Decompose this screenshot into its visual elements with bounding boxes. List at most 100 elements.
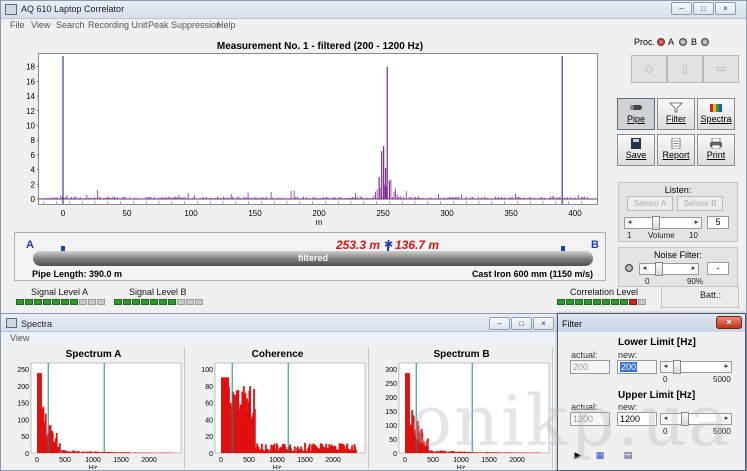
menu-bar: File View Search Recording Unit Peak Sup… [1, 19, 746, 33]
report-button-label: Report [662, 150, 690, 160]
spectrum-b-panel: Spectrum B 0 50 100 150 200 250 300 0 500 1000 150… [371, 347, 553, 469]
spectrum-bar [325, 443, 328, 453]
sensor-a-button[interactable]: Sensor A [627, 196, 673, 211]
volume-label: Volume [648, 231, 675, 240]
upper-right-arrow-icon[interactable]: ▸ [722, 414, 731, 424]
spectrum-bar [249, 386, 252, 453]
floppy-icon [631, 138, 641, 149]
menu-help[interactable]: Help [217, 20, 236, 30]
spectrum-bar [312, 443, 315, 453]
spectrum-bar [452, 451, 455, 453]
spectrum-bar [503, 452, 506, 453]
spectrum-bar [78, 451, 81, 453]
filter-table-icon[interactable]: ▤ [623, 450, 633, 460]
spectrum-bar [412, 416, 415, 453]
spectrum-bar [419, 433, 421, 453]
spectrum-bar [268, 451, 270, 453]
sensor-b-button[interactable]: Sensor B [677, 196, 723, 211]
noise-filter-slider[interactable]: ◂ ▸ [639, 262, 699, 276]
spectrum-x-unit: Hz [457, 465, 466, 469]
spectra-minimize-icon[interactable]: – [489, 317, 510, 330]
spectrum-bar [463, 451, 466, 453]
upper-slider-thumb[interactable] [681, 412, 690, 426]
save-button[interactable]: Save [617, 134, 655, 166]
report-button[interactable]: Report [657, 134, 695, 166]
spectrum-x-tick: 2000 [509, 457, 525, 464]
noise-left-arrow-icon[interactable]: ◂ [640, 264, 649, 274]
stop-button[interactable]: ▭ [703, 55, 739, 83]
correlogram-plot[interactable] [38, 53, 598, 205]
filter-close-icon[interactable]: × [716, 316, 742, 329]
volume-slider[interactable]: ◂ ▸ [624, 216, 702, 230]
level-segment [557, 299, 565, 305]
pipe-button[interactable]: Pipe [617, 98, 655, 130]
spectrum-bar [495, 452, 497, 453]
filter-button[interactable]: Filter [657, 98, 695, 130]
spectrum-x-tick: 500 [243, 457, 255, 464]
spectra-menu-view[interactable]: View [10, 333, 30, 343]
volume-value[interactable]: 5 [707, 216, 729, 229]
volume-slider-thumb[interactable] [651, 216, 660, 230]
spectrum-bar [334, 446, 337, 453]
spectrum-bar [294, 451, 297, 453]
pipe-bar[interactable]: filtered [33, 251, 593, 266]
spectra-close-icon[interactable]: × [533, 317, 554, 330]
lower-left-arrow-icon[interactable]: ◂ [661, 362, 670, 372]
menu-recording-unit[interactable]: Recording Unit [88, 20, 148, 30]
spectrum-bar [73, 450, 76, 453]
menu-peak-suppression[interactable]: Peak Suppression [148, 20, 222, 30]
noise-slider-thumb[interactable] [654, 262, 663, 276]
menu-file[interactable]: File [10, 20, 25, 30]
spectrum-x-tick: 500 [427, 457, 439, 464]
correlogram-x-tick: 0 [61, 209, 66, 218]
noise-filter-min: 0 [645, 277, 650, 286]
filter-spectrum-icon[interactable]: ▦ [595, 450, 605, 460]
pause-button[interactable]: ▯ [667, 55, 703, 83]
lower-limit-slider[interactable]: ◂ ▸ [660, 360, 732, 374]
correlogram-y-tick: 14 [26, 92, 35, 101]
spectrum-bar [408, 373, 410, 453]
correlogram-y-tick: 6 [31, 151, 36, 160]
spectrum-bar [453, 452, 456, 453]
noise-right-arrow-icon[interactable]: ▸ [689, 264, 698, 274]
maximize-icon[interactable]: □ [693, 2, 714, 15]
spectrum-y-tick: 100 [17, 417, 29, 424]
coherence-title: Coherence [251, 349, 304, 360]
spectrum-x-tick: 0 [403, 457, 407, 464]
volume-right-arrow-icon[interactable]: ▸ [692, 218, 701, 228]
spectra-button[interactable]: Spectra [697, 98, 735, 130]
minimize-icon[interactable]: – [671, 2, 692, 15]
spectrum-bar [473, 451, 476, 453]
menu-search[interactable]: Search [56, 20, 85, 30]
spectrum-b-chart[interactable]: 0 50 100 150 200 250 300 0 500 1000 1500 2000 Hz [371, 347, 553, 469]
save-button-label: Save [625, 150, 647, 160]
spectrum-a-chart[interactable]: 0 50 100 150 200 250 0 500 1000 1500 2000 Hz [3, 347, 185, 469]
volume-left-arrow-icon[interactable]: ◂ [625, 218, 634, 228]
upper-limit-slider[interactable]: ◂ ▸ [660, 412, 732, 426]
filter-apply-icon[interactable]: ▶ [574, 450, 582, 460]
spectrum-bar [113, 452, 116, 453]
lower-slider-max: 5000 [713, 375, 731, 384]
menu-view[interactable]: View [31, 20, 51, 30]
spectrum-bar [72, 450, 75, 453]
lower-slider-thumb[interactable] [672, 360, 681, 374]
signal-level-a-meter [16, 299, 105, 305]
spectrum-bar [84, 451, 86, 453]
close-icon[interactable]: × [715, 2, 736, 15]
correlogram-x-unit: m [316, 218, 323, 227]
play-button[interactable]: ◇ [631, 55, 667, 83]
proc-label: Proc. [634, 37, 656, 47]
noise-filter-value[interactable]: - [707, 262, 729, 275]
channel-a-label: A [668, 37, 675, 47]
upper-actual-label: actual: [571, 402, 598, 412]
spectrum-bar [460, 451, 463, 453]
lower-right-arrow-icon[interactable]: ▸ [722, 362, 731, 372]
spectra-maximize-icon[interactable]: □ [511, 317, 532, 330]
lower-slider-min: 0 [663, 375, 668, 384]
lower-new-input[interactable]: 200 [617, 360, 657, 374]
upper-new-input[interactable]: 1200 [617, 412, 657, 426]
print-button[interactable]: Print [697, 134, 735, 166]
spectrum-bar [62, 450, 64, 453]
upper-left-arrow-icon[interactable]: ◂ [661, 414, 670, 424]
